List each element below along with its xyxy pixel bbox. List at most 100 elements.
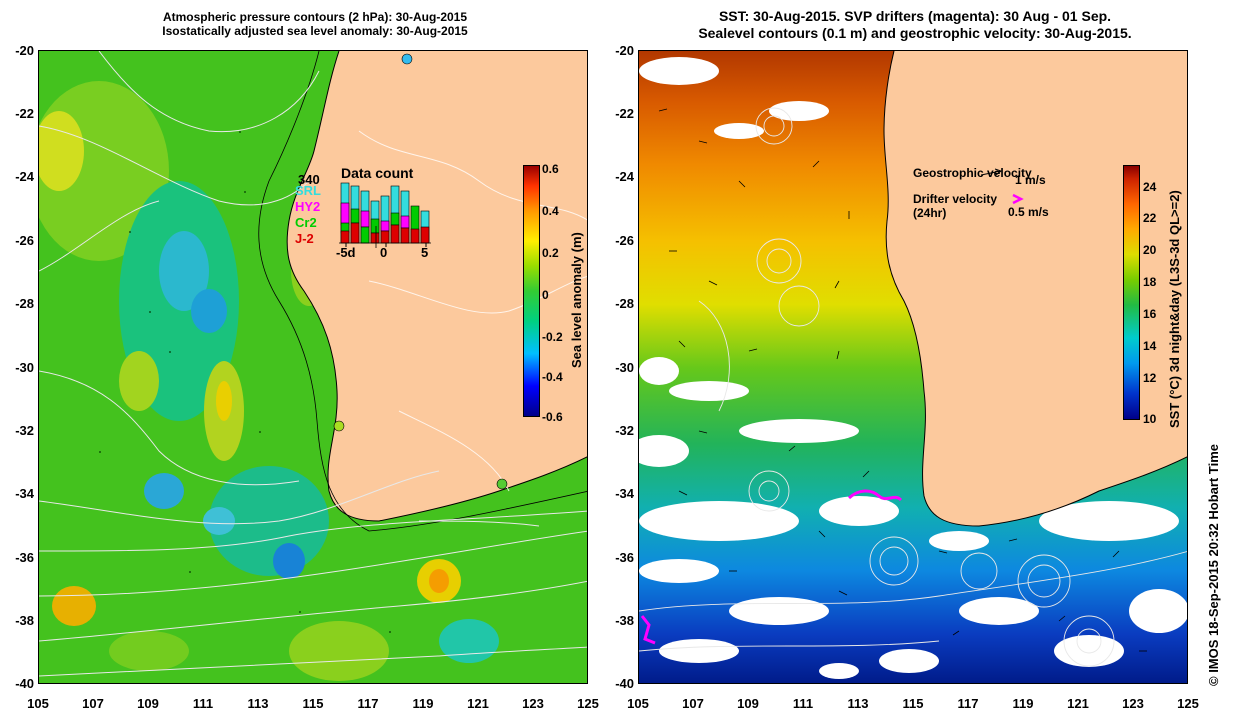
geostrophic-scale-arrow xyxy=(980,168,1003,176)
left-y-tick: -24 xyxy=(15,169,34,184)
sst-colorbar xyxy=(1123,165,1140,420)
data-count-title: Data count xyxy=(341,165,414,181)
left-x-tick: 125 xyxy=(577,696,599,711)
right-x-tick: 105 xyxy=(627,696,649,711)
right-x-tick: 117 xyxy=(957,696,979,711)
colorbar-tick: -0.2 xyxy=(542,330,563,344)
mission-label-j2: J-2 xyxy=(295,231,314,246)
colorbar-label: SST (°C) 3d night&day (L3S-3d QL>=2) xyxy=(1167,190,1182,428)
tide-gauge-marker xyxy=(401,53,413,65)
drifter-velocity-period: (24hr) xyxy=(913,206,947,220)
right-x-tick: 111 xyxy=(792,696,814,711)
left-title-line2: Isostatically adjusted sea level anomaly… xyxy=(162,24,468,38)
geostrophic-velocity-arrows xyxy=(658,108,1147,652)
right-x-tick: 123 xyxy=(1122,696,1144,711)
right-y-tick: -40 xyxy=(615,676,634,691)
left-x-tick: 123 xyxy=(522,696,544,711)
inset-x-tick: -5d xyxy=(336,245,356,260)
australia-land xyxy=(287,51,587,521)
coastline xyxy=(883,51,1187,527)
mission-label-cr2: Cr2 xyxy=(295,215,317,230)
right-x-tick: 115 xyxy=(902,696,924,711)
coastline xyxy=(286,51,587,522)
colorbar-tick: -0.6 xyxy=(542,410,563,424)
svp-drifter-track xyxy=(640,615,656,645)
atmospheric-pressure-contours xyxy=(39,51,587,677)
right-y-tick: -36 xyxy=(615,550,634,565)
colorbar-tick: 0 xyxy=(542,288,549,302)
shelf-break-contour xyxy=(258,51,587,532)
imos-credit: © IMOS 18-Sep-2015 20:32 Hobart Time xyxy=(1206,444,1221,686)
inset-x-tick: 0 xyxy=(380,245,388,260)
right-map-title: SST: 30-Aug-2015. SVP drifters (magenta)… xyxy=(640,8,1190,42)
left-y-tick: -22 xyxy=(15,106,34,121)
right-x-tick: 113 xyxy=(847,696,869,711)
colorbar-tick: 16 xyxy=(1143,307,1157,321)
left-x-tick: 105 xyxy=(27,696,49,711)
colorbar-tick: 14 xyxy=(1143,339,1157,353)
drifter-velocity-scale: 0.5 m/s xyxy=(1008,205,1049,219)
left-x-tick: 113 xyxy=(247,696,269,711)
data-count-histogram xyxy=(339,182,431,248)
right-y-tick: -22 xyxy=(615,106,634,121)
right-x-tick: 119 xyxy=(1012,696,1034,711)
colorbar-tick: 20 xyxy=(1143,243,1157,257)
mission-label-srl: SRL xyxy=(295,183,321,198)
left-x-tick: 111 xyxy=(192,696,214,711)
colorbar-tick: 12 xyxy=(1143,371,1157,385)
left-x-tick: 121 xyxy=(467,696,489,711)
colorbar-tick: 18 xyxy=(1143,275,1157,289)
cloud-mask xyxy=(639,57,1187,679)
left-x-tick: 115 xyxy=(302,696,324,711)
drifter-velocity-legend: Drifter velocity xyxy=(913,192,998,206)
left-y-tick: -30 xyxy=(15,360,34,375)
colorbar-tick: 22 xyxy=(1143,211,1157,225)
data-count-total: 340 xyxy=(298,172,320,187)
sst-map xyxy=(638,50,1188,684)
colorbar-tick: 0.6 xyxy=(542,162,559,176)
left-y-tick: -28 xyxy=(15,296,34,311)
left-y-tick: -40 xyxy=(15,676,34,691)
left-y-tick: -26 xyxy=(15,233,34,248)
right-title-line2: Sealevel contours (0.1 m) and geostrophi… xyxy=(698,25,1132,41)
colorbar-tick: 0.4 xyxy=(542,204,559,218)
tide-gauge-marker xyxy=(333,420,345,432)
mission-label-hy2: HY2 xyxy=(295,199,321,214)
right-y-tick: -30 xyxy=(615,360,634,375)
colorbar-tick: -0.4 xyxy=(542,370,563,384)
sst-field xyxy=(639,51,1187,683)
right-x-tick: 109 xyxy=(737,696,759,711)
left-title-line1: Atmospheric pressure contours (2 hPa): 3… xyxy=(162,10,468,24)
left-y-tick: -36 xyxy=(15,550,34,565)
right-x-tick: 125 xyxy=(1177,696,1199,711)
left-x-tick: 107 xyxy=(82,696,104,711)
right-y-tick: -24 xyxy=(615,169,634,184)
right-y-tick: -34 xyxy=(615,486,634,501)
left-map-title: Atmospheric pressure contours (2 hPa): 3… xyxy=(40,10,590,38)
right-y-tick: -26 xyxy=(615,233,634,248)
australia-land xyxy=(884,51,1187,526)
left-y-tick: -34 xyxy=(15,486,34,501)
left-y-tick: -32 xyxy=(15,423,34,438)
sea-level-contours xyxy=(639,107,1187,667)
right-y-tick: -38 xyxy=(615,613,634,628)
right-y-tick: -28 xyxy=(615,296,634,311)
geostrophic-velocity-scale: 1 m/s xyxy=(1015,173,1046,187)
colorbar-tick: 10 xyxy=(1143,412,1157,426)
right-x-tick: 107 xyxy=(682,696,704,711)
svp-drifter-track xyxy=(847,489,903,502)
sea-level-anomaly-field xyxy=(39,51,587,683)
sea-level-anomaly-map xyxy=(38,50,588,684)
right-y-tick: -32 xyxy=(615,423,634,438)
colorbar-tick: 24 xyxy=(1143,180,1157,194)
right-y-tick: -20 xyxy=(615,43,634,58)
right-title-line1: SST: 30-Aug-2015. SVP drifters (magenta)… xyxy=(718,8,1112,24)
drifter-scale-arrow xyxy=(1012,193,1024,205)
left-y-tick: -38 xyxy=(15,613,34,628)
right-x-tick: 121 xyxy=(1067,696,1089,711)
left-x-tick: 109 xyxy=(137,696,159,711)
left-x-tick: 119 xyxy=(412,696,434,711)
geostrophic-velocity-legend: Geostrophic velocity xyxy=(913,166,1032,180)
left-y-tick: -20 xyxy=(15,43,34,58)
inset-x-tick: 5 xyxy=(421,245,429,260)
